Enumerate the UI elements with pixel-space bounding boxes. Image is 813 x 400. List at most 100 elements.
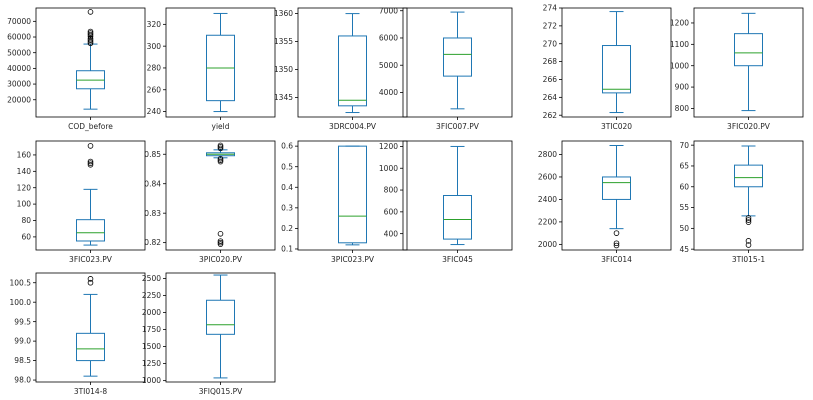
- y-tick-label: 60: [21, 232, 31, 241]
- x-tick-label: 3DRC004.PV: [329, 122, 377, 131]
- iqr-box: [443, 37, 472, 77]
- y-tick-label: 30000: [7, 80, 31, 89]
- outlier-point: [217, 142, 224, 149]
- outlier-point: [745, 217, 752, 223]
- outlier-point: [87, 37, 94, 43]
- outlier-point: [745, 215, 752, 221]
- y-tick-label: 2400: [538, 195, 557, 204]
- x-tick-label: 3FIC014: [601, 255, 632, 264]
- y-tick-label: 300: [147, 42, 162, 51]
- y-tick-label: 900: [675, 83, 690, 92]
- y-tick-label: 320: [147, 20, 162, 29]
- iqr-box: [76, 332, 105, 362]
- y-tick-label: 100.5: [10, 278, 32, 287]
- y-tick-label: 272: [543, 21, 558, 30]
- y-tick-label: 60000: [7, 33, 31, 42]
- x-tick-label: 3PIC020.PV: [199, 255, 243, 264]
- boxplot-panel: 20000 30000 40000 50000 60000 70000 COD_before: [7, 7, 146, 131]
- outlier-point: [217, 238, 224, 244]
- y-tick-label: 1500: [142, 342, 161, 351]
- y-tick-label: 2500: [142, 274, 161, 283]
- x-tick-label: 3FIC020.PV: [727, 122, 771, 131]
- y-tick-label: 99.0: [14, 337, 31, 346]
- y-tick-label: 50: [679, 224, 689, 233]
- y-tick-label: 0.85: [144, 150, 161, 159]
- y-tick-label: 2200: [538, 218, 557, 227]
- outlier-point: [87, 31, 94, 38]
- boxplot-panel: 800 900 1000 1100 1200 3FIC020.PV: [670, 7, 804, 131]
- y-tick-label: 1000: [670, 61, 689, 70]
- x-tick-label: 3TI014-8: [74, 387, 108, 396]
- y-tick-label: 65: [679, 162, 689, 171]
- y-tick-label: 0.83: [144, 209, 161, 218]
- boxplot-panel: 98.0 98.5 99.0 99.5 100.0 100.5 3TI014-8: [10, 272, 146, 396]
- outlier-point: [87, 30, 94, 36]
- y-tick-label: 100: [17, 200, 32, 209]
- y-tick-label: 50000: [7, 48, 31, 57]
- y-tick-label: 266: [543, 75, 558, 84]
- y-tick-label: 60: [679, 182, 689, 191]
- iqr-box: [734, 33, 763, 67]
- iqr-box: [338, 145, 367, 244]
- iqr-box: [602, 45, 631, 94]
- outlier-point: [217, 230, 224, 237]
- y-tick-label: 98.5: [14, 356, 31, 365]
- y-tick-label: 270: [543, 39, 558, 48]
- outlier-point: [87, 28, 94, 35]
- y-tick-label: 268: [543, 57, 558, 66]
- y-tick-label: 1345: [274, 93, 293, 102]
- boxplot-panel: 240 260 280 300 320 yield: [147, 7, 276, 131]
- x-tick-label: 3FIC023.PV: [69, 255, 113, 264]
- y-tick-label: 260: [147, 85, 162, 94]
- y-tick-label: 1000: [142, 376, 161, 385]
- outlier-point: [87, 161, 94, 168]
- outlier-point: [217, 157, 224, 163]
- iqr-box: [443, 195, 472, 240]
- x-tick-label: COD_before: [68, 122, 113, 131]
- y-tick-label: 0.5: [281, 162, 293, 171]
- boxplot-panel: 4000 5000 6000 7000 3FIC007.PV: [379, 6, 513, 131]
- y-tick-label: 274: [543, 4, 558, 13]
- x-tick-label: 3TIC020: [601, 122, 632, 131]
- y-tick-label: 0.84: [144, 179, 161, 188]
- x-tick-label: 3FIC045: [442, 255, 473, 264]
- outlier-point: [87, 158, 94, 165]
- y-tick-label: 98.0: [14, 376, 31, 385]
- y-tick-label: 2000: [142, 308, 161, 317]
- y-tick-label: 40000: [7, 64, 31, 73]
- boxplot-panel: 2000 2200 2400 2600 2800 3FIC014: [538, 140, 672, 264]
- x-tick-label: 3TI015-1: [732, 255, 766, 264]
- y-tick-label: 1355: [274, 37, 293, 46]
- outlier-point: [745, 242, 752, 248]
- y-tick-label: 5000: [379, 61, 398, 70]
- boxplot-panel: 45 50 55 60 65 70 3TI015-1: [679, 140, 804, 264]
- y-tick-label: 1200: [670, 19, 689, 28]
- y-tick-label: 140: [17, 167, 32, 176]
- outlier-point: [87, 38, 94, 45]
- y-tick-label: 0.82: [144, 238, 161, 247]
- y-tick-label: 800: [675, 104, 690, 113]
- iqr-box: [734, 164, 763, 188]
- outlier-point: [217, 158, 224, 165]
- y-tick-label: 0.2: [281, 224, 293, 233]
- x-tick-label: 3PIC023.PV: [331, 255, 375, 264]
- outlier-point: [87, 276, 94, 282]
- y-tick-label: 4000: [379, 88, 398, 97]
- boxplot-panel: 400 600 800 1000 1200 3FIC045: [379, 140, 513, 264]
- x-tick-label: yield: [212, 122, 230, 131]
- y-tick-label: 99.5: [14, 317, 31, 326]
- outlier-point: [217, 241, 224, 247]
- outlier-point: [745, 238, 752, 244]
- boxplot-panel: 1345 1350 1355 1360 3DRC004.PV: [274, 7, 408, 131]
- outlier-point: [613, 240, 620, 247]
- y-tick-label: 120: [17, 183, 32, 192]
- y-tick-label: 2600: [538, 173, 557, 182]
- y-tick-label: 2250: [142, 291, 161, 300]
- y-tick-label: 400: [384, 229, 399, 238]
- outlier-point: [217, 239, 224, 246]
- y-tick-label: 45: [679, 245, 689, 254]
- y-tick-label: 160: [17, 151, 32, 160]
- y-tick-label: 1360: [274, 9, 293, 18]
- y-tick-label: 70000: [7, 17, 31, 26]
